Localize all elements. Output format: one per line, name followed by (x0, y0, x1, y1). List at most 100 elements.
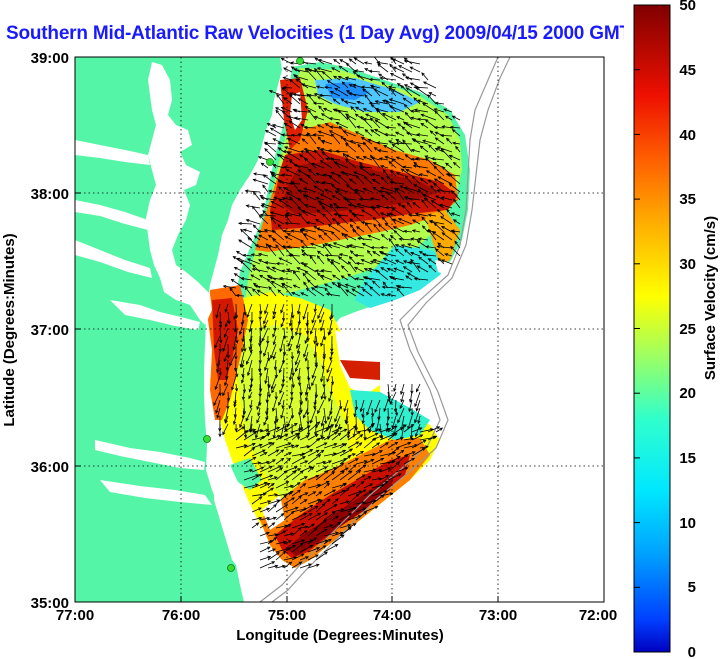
velocity-vector (317, 67, 333, 73)
y-tick-label: 35:00 (31, 595, 69, 612)
velocity-vector (317, 147, 325, 153)
velocity-vector (414, 391, 421, 407)
velocity-vector (363, 500, 376, 505)
velocity-vector (271, 229, 285, 241)
velocity-vector-head (272, 138, 277, 142)
velocity-vector (387, 268, 397, 273)
velocity-vector (234, 407, 237, 418)
velocity-vector-head (355, 174, 360, 179)
velocity-vector (279, 277, 293, 281)
velocity-vector (326, 367, 333, 382)
velocity-vector (280, 303, 285, 313)
velocity-vector (347, 470, 361, 481)
velocity-vector (288, 343, 293, 351)
velocity-vector-head (301, 138, 306, 142)
velocity-vector (223, 351, 229, 362)
velocity-vector-head (381, 285, 386, 289)
velocity-vector-head (289, 196, 293, 201)
velocity-vector (283, 540, 292, 545)
velocity-vector (307, 499, 321, 505)
velocity-vector (350, 106, 357, 113)
velocity-vector (259, 523, 267, 529)
velocity-vector-head (331, 218, 336, 222)
velocity-vector-head (300, 292, 305, 296)
velocity-vector-head (269, 539, 274, 544)
velocity-vector-head (422, 81, 427, 85)
velocity-vector (402, 97, 413, 105)
velocity-vector-head (330, 259, 335, 263)
velocity-vector (349, 178, 357, 185)
velocity-vector (411, 439, 426, 449)
velocity-vector (303, 303, 309, 320)
velocity-vector-head (288, 322, 293, 327)
velocity-vector (275, 525, 288, 529)
velocity-vector-head (282, 564, 286, 569)
velocity-vector (297, 303, 301, 314)
velocity-vector-head (404, 154, 409, 158)
velocity-vector-head (371, 206, 376, 211)
velocity-vector-head (271, 266, 276, 270)
velocity-vector (267, 123, 277, 129)
colorbar-tick-label: 10 (679, 515, 696, 532)
velocity-vector (347, 441, 359, 449)
velocity-vector (387, 383, 390, 399)
velocity-vector (387, 447, 400, 457)
velocity-vector-head (370, 246, 375, 250)
velocity-vector-head (364, 68, 368, 72)
velocity-vector-head (325, 470, 329, 474)
velocity-vector-head (257, 229, 261, 234)
velocity-vector (424, 155, 437, 161)
velocity-vector (350, 140, 365, 145)
velocity-vector-head (290, 532, 294, 536)
velocity-vector-head (316, 547, 321, 551)
velocity-vector-head (367, 476, 372, 480)
velocity-vector (355, 190, 365, 201)
velocity-vector-head (372, 468, 377, 472)
velocity-vector (251, 522, 259, 529)
velocity-vector (369, 70, 381, 73)
velocity-vector-head (252, 456, 257, 461)
velocity-vector (404, 230, 413, 233)
velocity-vector (404, 60, 421, 65)
velocity-vector-head (382, 169, 387, 173)
velocity-vector-head (354, 406, 359, 411)
velocity-vector (257, 230, 269, 233)
velocity-vector-head (307, 109, 312, 114)
velocity-vector-head (299, 261, 304, 266)
velocity-vector (363, 483, 373, 489)
velocity-vector (379, 460, 395, 465)
velocity-vector-head (328, 398, 332, 402)
velocity-vector-head (359, 408, 364, 413)
velocity-vector (422, 194, 437, 201)
velocity-vector (403, 444, 418, 449)
velocity-vector (270, 216, 285, 225)
velocity-vector (323, 511, 336, 521)
velocity-vector-head (323, 396, 327, 401)
velocity-vector (357, 101, 365, 105)
velocity-vector (243, 335, 246, 352)
velocity-vector (252, 206, 261, 217)
velocity-vector-head (266, 340, 270, 345)
velocity-vector (280, 319, 285, 327)
velocity-vector-head (314, 432, 318, 436)
velocity-vector-head (252, 428, 257, 432)
velocity-vector (306, 311, 309, 326)
velocity-vector-head (337, 214, 342, 219)
velocity-vector-head (345, 500, 350, 504)
velocity-vector (424, 197, 437, 209)
velocity-vector-head (268, 90, 273, 94)
velocity-vector (258, 253, 269, 257)
velocity-vector (314, 327, 317, 344)
velocity-vector-head (378, 468, 383, 473)
velocity-vector (244, 286, 253, 297)
velocity-vector (378, 149, 389, 153)
velocity-vector (267, 351, 270, 361)
velocity-vector-head (230, 278, 235, 283)
velocity-vector-head (343, 233, 348, 237)
velocity-vector (323, 108, 333, 113)
velocity-vector (289, 196, 301, 209)
velocity-vector-head (280, 106, 285, 110)
velocity-vector-head (309, 255, 313, 259)
velocity-vector-head (245, 361, 249, 365)
velocity-vector (267, 517, 277, 521)
